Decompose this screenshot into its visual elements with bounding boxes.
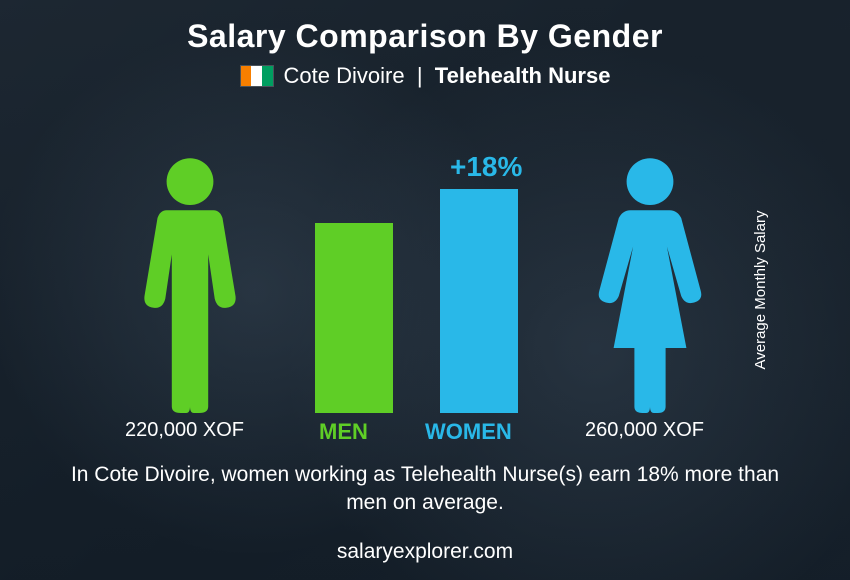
country-name: Cote Divoire bbox=[284, 63, 405, 88]
subtitle: Cote Divoire | Telehealth Nurse bbox=[284, 63, 611, 89]
women-category-label: WOMEN bbox=[425, 419, 512, 445]
flag-stripe-2 bbox=[251, 66, 262, 86]
female-figure-icon bbox=[585, 153, 715, 413]
page-title: Salary Comparison By Gender bbox=[187, 18, 663, 55]
source-label: salaryexplorer.com bbox=[337, 540, 513, 564]
axis-labels: 220,000 XOF MEN WOMEN 260,000 XOF bbox=[105, 419, 745, 449]
women-value-label: 260,000 XOF bbox=[585, 419, 704, 442]
men-category-label: MEN bbox=[319, 419, 368, 445]
description-text: In Cote Divoire, women working as Telehe… bbox=[55, 461, 795, 518]
separator: | bbox=[411, 63, 435, 88]
subtitle-row: Cote Divoire | Telehealth Nurse bbox=[240, 63, 611, 89]
flag-icon bbox=[240, 65, 274, 87]
male-figure-icon bbox=[125, 153, 255, 413]
pct-diff-label: +18% bbox=[450, 151, 522, 183]
women-bar bbox=[440, 189, 518, 413]
y-axis-label: Average Monthly Salary bbox=[752, 211, 769, 370]
flag-stripe-3 bbox=[262, 66, 273, 86]
men-value-label: 220,000 XOF bbox=[125, 419, 244, 442]
men-bar bbox=[315, 223, 393, 413]
job-title: Telehealth Nurse bbox=[435, 63, 611, 88]
gender-salary-chart: +18% 220,000 XOF bbox=[105, 109, 745, 449]
flag-stripe-1 bbox=[241, 66, 252, 86]
